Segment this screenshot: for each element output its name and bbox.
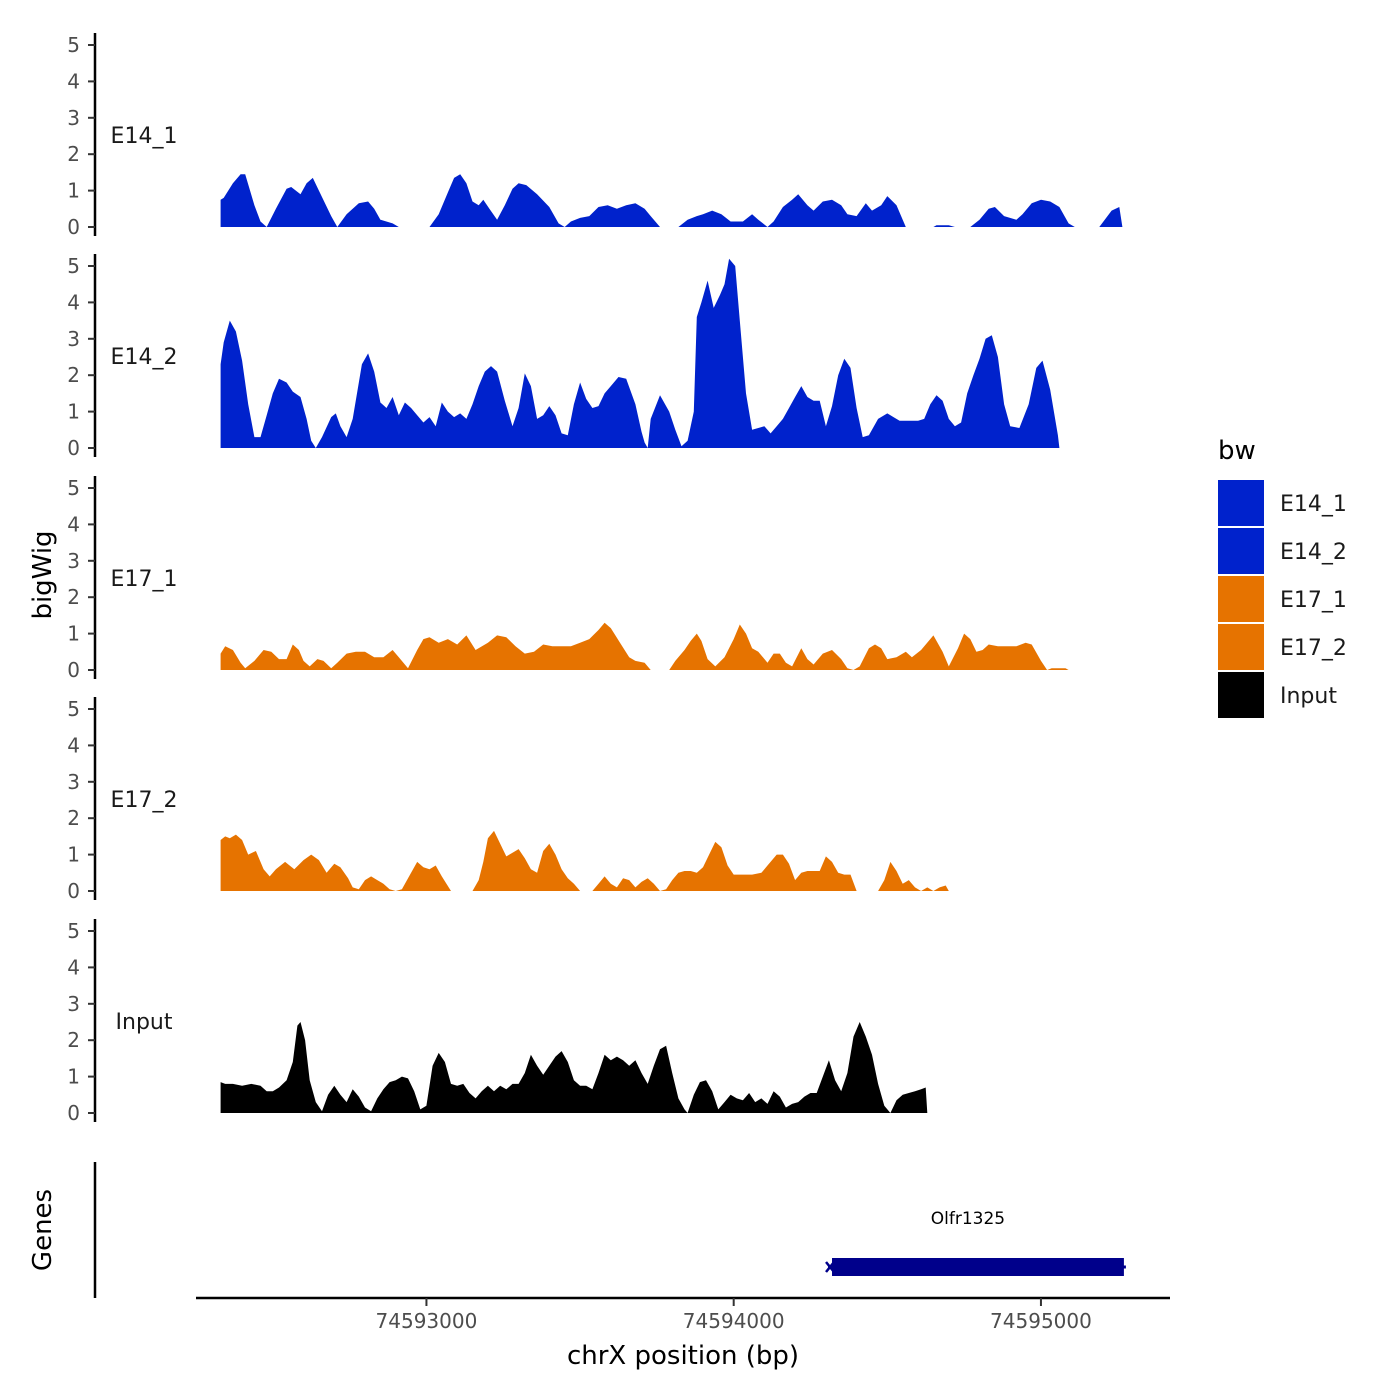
legend-key-E17_2 xyxy=(1218,624,1264,670)
y-tick-label: 5 xyxy=(67,919,80,943)
y-tick-label: 1 xyxy=(67,622,80,646)
signal-area-E14_2 xyxy=(220,258,1060,448)
gene-Olfr1325: Olfr1325 xyxy=(825,1209,1126,1276)
legend-key-E17_1 xyxy=(1218,576,1264,622)
x-tick-label: 74595000 xyxy=(990,1309,1092,1333)
y-tick-label: 5 xyxy=(67,254,80,278)
legend-key-E14_2 xyxy=(1218,528,1264,574)
y-tick-label: 3 xyxy=(67,327,80,351)
y-axis-title: bigWig xyxy=(28,530,58,619)
y-tick-label: 5 xyxy=(67,476,80,500)
track-label: E17_2 xyxy=(111,788,178,813)
y-tick-label: 4 xyxy=(67,733,80,757)
y-tick-label: 2 xyxy=(67,142,80,166)
legend-label-E17_1: E17_1 xyxy=(1280,588,1347,613)
track-label: E17_1 xyxy=(111,567,178,592)
y-tick-label: 4 xyxy=(67,512,80,536)
signal-area-E17_1 xyxy=(220,622,1069,670)
track-Input: 0 1 2 3 4 5 Input xyxy=(67,919,928,1125)
track-label: Input xyxy=(116,1010,173,1035)
legend-label-E14_2: E14_2 xyxy=(1280,540,1347,565)
track-E17_2: 0 1 2 3 4 5 E17_2 xyxy=(67,697,949,903)
x-axis: chrX position (bp) 74593000 74594000 74595… xyxy=(196,1296,1170,1371)
y-tick-label: 3 xyxy=(67,106,80,130)
legend-label-Input: Input xyxy=(1280,684,1337,709)
signal-area-Input xyxy=(220,1022,928,1113)
track-E17_1: 0 1 2 3 4 5 E17_1 xyxy=(67,476,1069,682)
y-tick-label: 4 xyxy=(67,290,80,314)
signal-tracks: 0 1 2 3 4 5 E14_1 0 1 2 3 4 5 E14_2 0 1 2 3 4 5 E17_1 0 1 2 3 4 5 E… xyxy=(67,33,1123,1125)
y-tick-label: 4 xyxy=(67,69,80,93)
signal-area-E17_2 xyxy=(220,830,949,891)
x-tick-label: 74593000 xyxy=(376,1309,478,1333)
legend-title: bw xyxy=(1218,436,1256,466)
y-tick-label: 0 xyxy=(67,1101,80,1125)
gene-start-marker xyxy=(825,1261,835,1273)
y-tick-label: 3 xyxy=(67,992,80,1016)
y-tick-label: 3 xyxy=(67,549,80,573)
track-label: E14_1 xyxy=(111,124,178,149)
y-tick-label: 0 xyxy=(67,879,80,903)
y-tick-label: 1 xyxy=(67,843,80,867)
signal-area-E14_1 xyxy=(220,174,1123,227)
y-tick-label: 4 xyxy=(67,955,80,979)
y-tick-label: 0 xyxy=(67,436,80,460)
gene-label: Olfr1325 xyxy=(931,1209,1005,1229)
y-tick-label: 1 xyxy=(67,179,80,203)
gene-exon xyxy=(832,1258,1124,1276)
y-tick-label: 1 xyxy=(67,1065,80,1089)
x-tick-label: 74594000 xyxy=(683,1309,785,1333)
y-tick-label: 3 xyxy=(67,770,80,794)
legend-label-E14_1: E14_1 xyxy=(1280,492,1347,517)
y-tick-label: 5 xyxy=(67,697,80,721)
y-tick-label: 2 xyxy=(67,806,80,830)
track-label: E14_2 xyxy=(111,345,178,370)
y-tick-label: 1 xyxy=(67,400,80,424)
legend: bw E14_1 E14_2 E17_1 E17_2 Input xyxy=(1218,436,1347,718)
y-tick-label: 2 xyxy=(67,1028,80,1052)
legend-key-E14_1 xyxy=(1218,480,1264,526)
track-E14_1: 0 1 2 3 4 5 E14_1 xyxy=(67,33,1123,239)
y-tick-label: 5 xyxy=(67,33,80,57)
x-axis-title: chrX position (bp) xyxy=(567,1341,799,1371)
y-tick-label: 0 xyxy=(67,215,80,239)
y-tick-label: 2 xyxy=(67,363,80,387)
y-tick-label: 0 xyxy=(67,658,80,682)
genes-panel: Olfr1325 xyxy=(93,1162,1126,1298)
genes-axis-title: Genes xyxy=(28,1189,58,1271)
track-E14_2: 0 1 2 3 4 5 E14_2 xyxy=(67,254,1060,460)
legend-label-E17_2: E17_2 xyxy=(1280,636,1347,661)
y-tick-label: 2 xyxy=(67,585,80,609)
legend-key-Input xyxy=(1218,672,1264,718)
